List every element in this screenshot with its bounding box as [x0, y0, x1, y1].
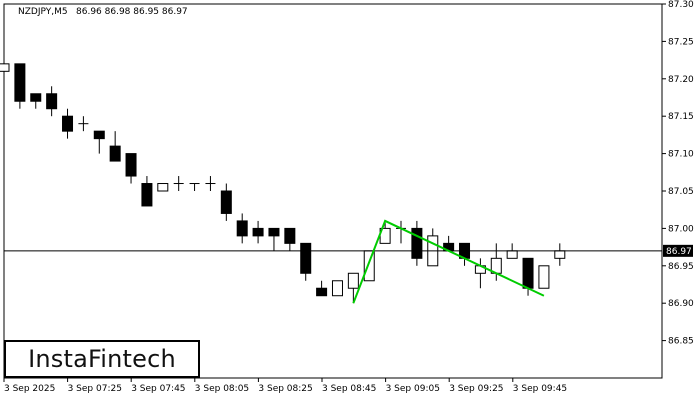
logo-text: InstaFintech	[28, 345, 176, 373]
candle	[141, 176, 153, 207]
candle	[93, 130, 105, 154]
plot-frame	[3, 3, 663, 379]
candle	[220, 183, 232, 221]
candle	[268, 227, 280, 251]
candle	[347, 272, 359, 304]
y-tick-label: 86.90	[668, 299, 694, 309]
candle	[125, 153, 137, 184]
x-axis: 3 Sep 2025 3 Sep 07:25 3 Sep 07:45 3 Sep 08…	[3, 378, 567, 394]
candle-body	[411, 227, 423, 259]
y-tick-label: 87.10	[668, 150, 694, 160]
y-axis: 87.30 87.25 87.20 87.15 87.10 87.05 87.00 86.95…	[662, 0, 694, 347]
x-tick-label: 3 Sep 09:45	[513, 384, 567, 394]
y-tick-label: 87.30	[668, 0, 694, 10]
candle	[46, 86, 58, 117]
candle-body	[125, 153, 137, 177]
candle	[0, 56, 10, 87]
candle-body	[522, 257, 534, 289]
y-tick-label: 87.00	[668, 224, 694, 234]
current-price-badge-bg	[663, 244, 693, 257]
pattern-line	[352, 219, 545, 304]
y-tick-label: 86.85	[668, 337, 694, 347]
candle	[14, 63, 26, 109]
candle	[109, 131, 121, 162]
candle	[30, 93, 42, 109]
ohlc-readout: 86.96 86.98 86.95 86.97	[76, 7, 188, 17]
candle-body	[300, 242, 312, 274]
candle	[205, 176, 216, 191]
candle-body	[46, 93, 58, 110]
candle-body	[538, 265, 550, 289]
y-tick-label: 87.05	[668, 187, 694, 197]
candle	[300, 242, 312, 281]
candle	[284, 227, 296, 251]
candle	[554, 243, 566, 266]
y-tick-label: 87.25	[668, 37, 694, 47]
candle	[252, 220, 264, 244]
overlay-group: 86.97	[4, 219, 693, 304]
candle-body	[14, 63, 26, 102]
candle-body	[109, 145, 121, 162]
x-tick-label: 3 Sep 07:45	[131, 384, 185, 394]
candle-body	[30, 93, 42, 102]
x-tick-label: 3 Sep 09:05	[386, 384, 440, 394]
candle	[157, 183, 169, 192]
candle-body	[347, 272, 359, 289]
candle	[316, 280, 328, 297]
candle	[427, 228, 439, 267]
candle	[459, 242, 471, 266]
candle	[236, 213, 248, 244]
candle	[396, 220, 406, 244]
y-tick-label: 87.15	[668, 112, 694, 122]
x-tick-label: 3 Sep 2025	[4, 384, 55, 394]
candle	[331, 280, 343, 297]
candle-body	[157, 183, 169, 192]
candle-body	[0, 63, 10, 72]
candle-body	[331, 280, 343, 297]
y-tick-label: 87.20	[668, 75, 694, 85]
candle-body	[93, 130, 105, 140]
candle-body	[284, 227, 296, 244]
x-tick-label: 3 Sep 07:25	[68, 384, 122, 394]
x-tick-label: 3 Sep 08:05	[195, 384, 249, 394]
candle-body	[316, 287, 328, 297]
candle	[538, 265, 550, 289]
x-tick-label: 3 Sep 08:25	[258, 384, 312, 394]
symbol-label: NZDJPY,M5	[18, 7, 68, 17]
candle	[411, 220, 423, 266]
candle-body	[220, 190, 232, 214]
logo-box: InstaFintech	[4, 340, 200, 378]
candle-body	[506, 250, 518, 259]
candle-body	[236, 220, 248, 237]
candle-body	[268, 227, 280, 237]
candle-body	[141, 183, 153, 207]
candle	[189, 183, 200, 191]
current-price-label: 86.97	[666, 247, 692, 257]
candle-body	[554, 250, 566, 259]
y-tick-label: 86.95	[668, 262, 694, 272]
candle	[173, 176, 184, 191]
candle	[474, 258, 486, 289]
candle	[78, 116, 89, 132]
current-price-badge: 86.97	[663, 244, 693, 257]
candle-body	[252, 227, 264, 237]
candle-body	[62, 115, 74, 132]
x-tick-label: 3 Sep 08:45	[322, 384, 376, 394]
candle	[62, 108, 74, 139]
x-tick-label: 3 Sep 09:25	[449, 384, 503, 394]
